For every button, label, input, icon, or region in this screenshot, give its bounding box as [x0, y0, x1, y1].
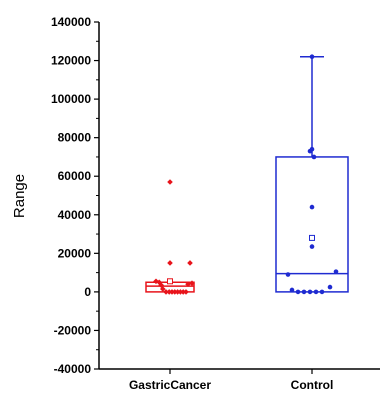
data-point	[166, 289, 172, 295]
data-point	[189, 280, 195, 287]
data-point	[172, 289, 178, 295]
data-point	[309, 54, 315, 59]
data-point	[180, 289, 186, 295]
y-axis-title: Range	[11, 174, 28, 218]
data-point	[185, 281, 191, 287]
data-point	[167, 260, 173, 266]
data-point	[301, 289, 307, 295]
data-point	[183, 289, 189, 295]
data-point	[309, 204, 315, 210]
data-point	[285, 272, 291, 277]
data-point	[160, 286, 166, 292]
y-tick-label: 80000	[58, 131, 92, 145]
box-group-control	[275, 54, 349, 295]
y-tick-label: 60000	[58, 169, 92, 183]
data-point	[307, 289, 313, 295]
data-point	[289, 287, 295, 293]
data-point	[327, 284, 333, 290]
data-point	[169, 289, 175, 295]
data-point	[307, 148, 313, 154]
y-tick-label: 140000	[51, 15, 91, 29]
data-point	[167, 179, 173, 185]
data-point	[177, 289, 184, 295]
mean-marker	[309, 234, 315, 241]
data-point	[311, 154, 317, 160]
y-tick-label: -20000	[54, 323, 92, 337]
data-point	[158, 282, 164, 288]
data-point	[313, 289, 319, 295]
y-tick-label: 120000	[51, 54, 91, 68]
data-point	[156, 279, 162, 286]
data-point	[295, 289, 301, 295]
y-tick-label: -40000	[54, 362, 92, 376]
data-point	[153, 278, 159, 285]
data-point	[319, 289, 325, 295]
y-tick-label: 20000	[58, 246, 92, 260]
data-point	[309, 244, 315, 249]
mean-marker	[167, 278, 173, 285]
data-point	[187, 260, 193, 266]
y-tick-label: 40000	[58, 208, 92, 222]
y-tick-label: 0	[84, 285, 91, 299]
data-point	[333, 269, 339, 274]
x-tick-label: GastricCancer	[129, 378, 211, 392]
data-point	[163, 289, 169, 295]
x-tick-label: Control	[291, 378, 334, 392]
box-group-gastriccancer	[145, 179, 195, 295]
y-tick-label: 100000	[51, 92, 91, 106]
